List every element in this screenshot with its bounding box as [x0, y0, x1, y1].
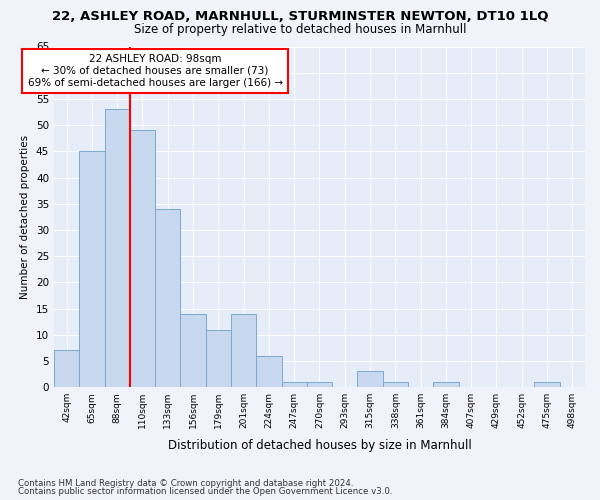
Bar [206, 330, 231, 387]
Text: Size of property relative to detached houses in Marnhull: Size of property relative to detached ho… [134, 22, 466, 36]
Bar [54, 350, 79, 387]
Y-axis label: Number of detached properties: Number of detached properties [20, 135, 31, 299]
Bar [433, 382, 458, 387]
Bar [181, 314, 206, 387]
Bar [155, 209, 181, 387]
Bar [383, 382, 408, 387]
Bar [307, 382, 332, 387]
Bar [535, 382, 560, 387]
Bar [358, 372, 383, 387]
Bar [79, 152, 104, 387]
Bar [104, 110, 130, 387]
Text: 22 ASHLEY ROAD: 98sqm
← 30% of detached houses are smaller (73)
69% of semi-deta: 22 ASHLEY ROAD: 98sqm ← 30% of detached … [28, 54, 283, 88]
Bar [130, 130, 155, 387]
Text: Contains HM Land Registry data © Crown copyright and database right 2024.: Contains HM Land Registry data © Crown c… [18, 478, 353, 488]
X-axis label: Distribution of detached houses by size in Marnhull: Distribution of detached houses by size … [167, 440, 472, 452]
Text: Contains public sector information licensed under the Open Government Licence v3: Contains public sector information licen… [18, 487, 392, 496]
Bar [231, 314, 256, 387]
Bar [281, 382, 307, 387]
Text: 22, ASHLEY ROAD, MARNHULL, STURMINSTER NEWTON, DT10 1LQ: 22, ASHLEY ROAD, MARNHULL, STURMINSTER N… [52, 10, 548, 23]
Bar [256, 356, 281, 387]
